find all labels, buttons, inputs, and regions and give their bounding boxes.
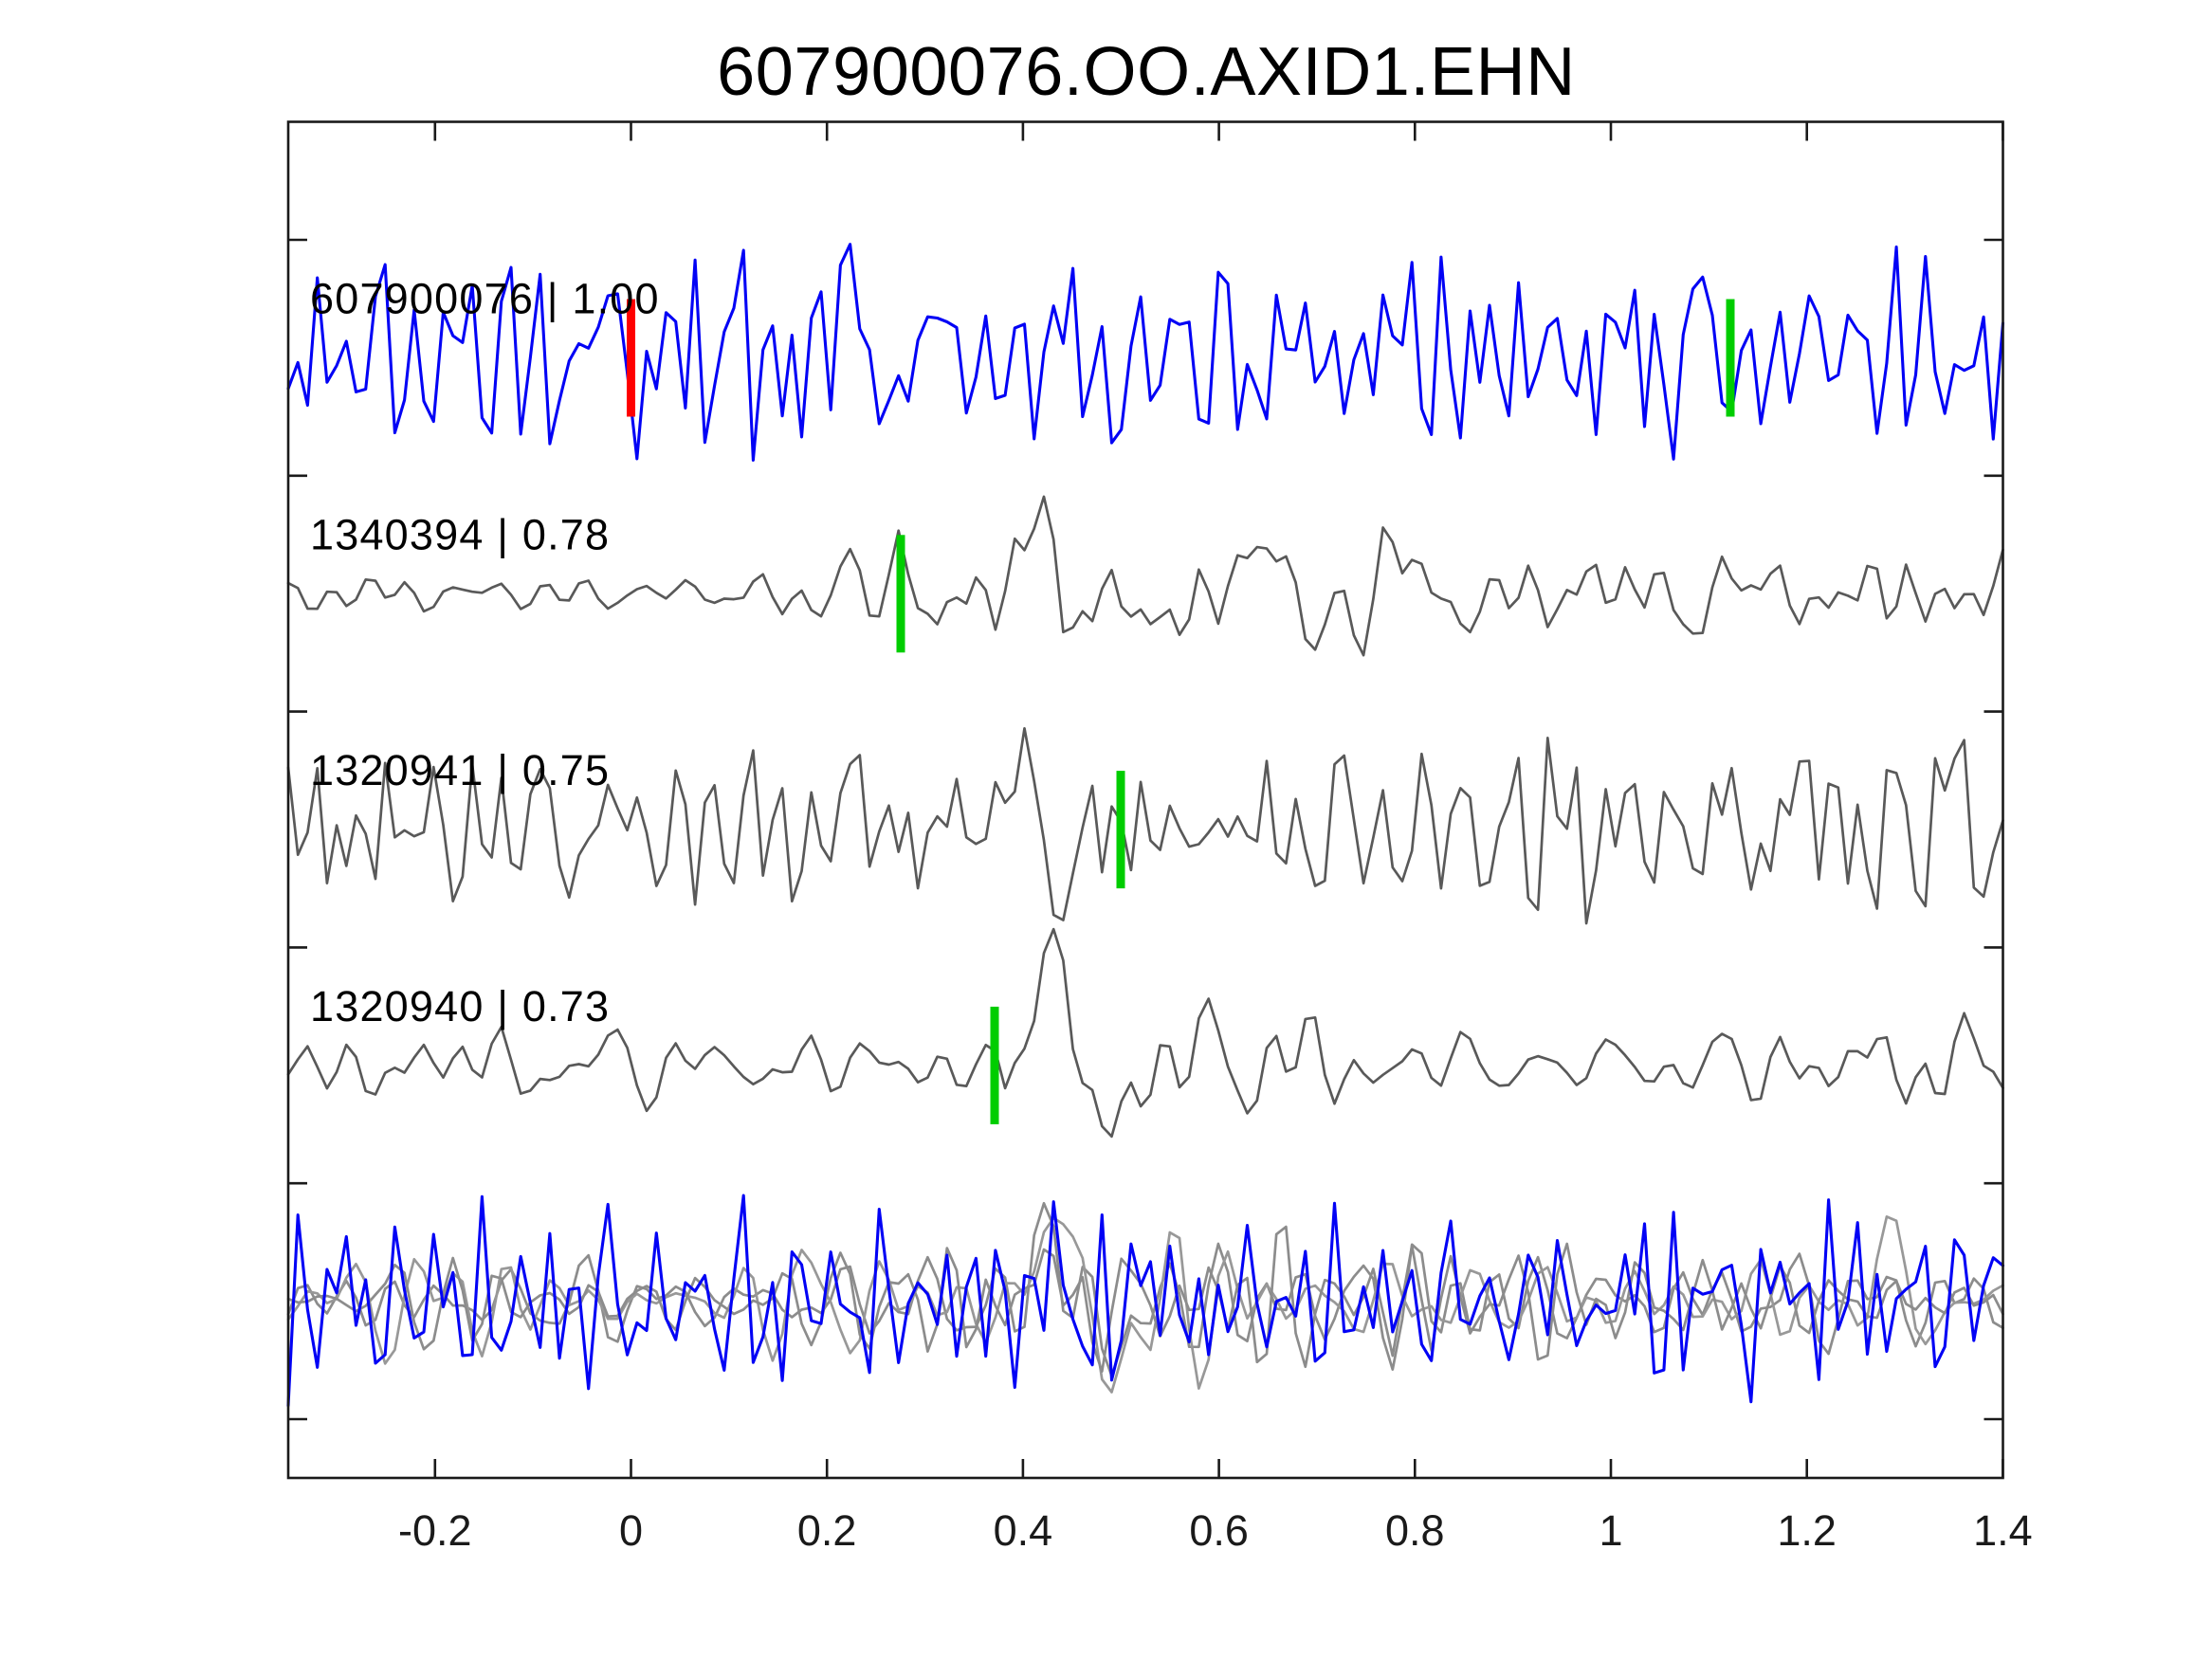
svg-text:0: 0 — [619, 1506, 643, 1555]
svg-text:1320941 | 0.75: 1320941 | 0.75 — [310, 746, 610, 794]
svg-text:1: 1 — [1599, 1506, 1622, 1555]
svg-text:0.2: 0.2 — [797, 1506, 857, 1555]
svg-text:1340394 | 0.78: 1340394 | 0.78 — [310, 510, 610, 558]
svg-text:0.8: 0.8 — [1385, 1506, 1445, 1555]
svg-text:-0.2: -0.2 — [398, 1506, 472, 1555]
svg-text:607900076.OO.AXID1.EHN: 607900076.OO.AXID1.EHN — [717, 34, 1576, 110]
svg-text:607900076 | 1.00: 607900076 | 1.00 — [310, 275, 660, 323]
svg-text:0.6: 0.6 — [1189, 1506, 1249, 1555]
svg-text:1.2: 1.2 — [1777, 1506, 1837, 1555]
svg-text:1.4: 1.4 — [1973, 1506, 2033, 1555]
svg-text:0.4: 0.4 — [994, 1506, 1053, 1555]
svg-text:1320940 | 0.73: 1320940 | 0.73 — [310, 982, 610, 1030]
